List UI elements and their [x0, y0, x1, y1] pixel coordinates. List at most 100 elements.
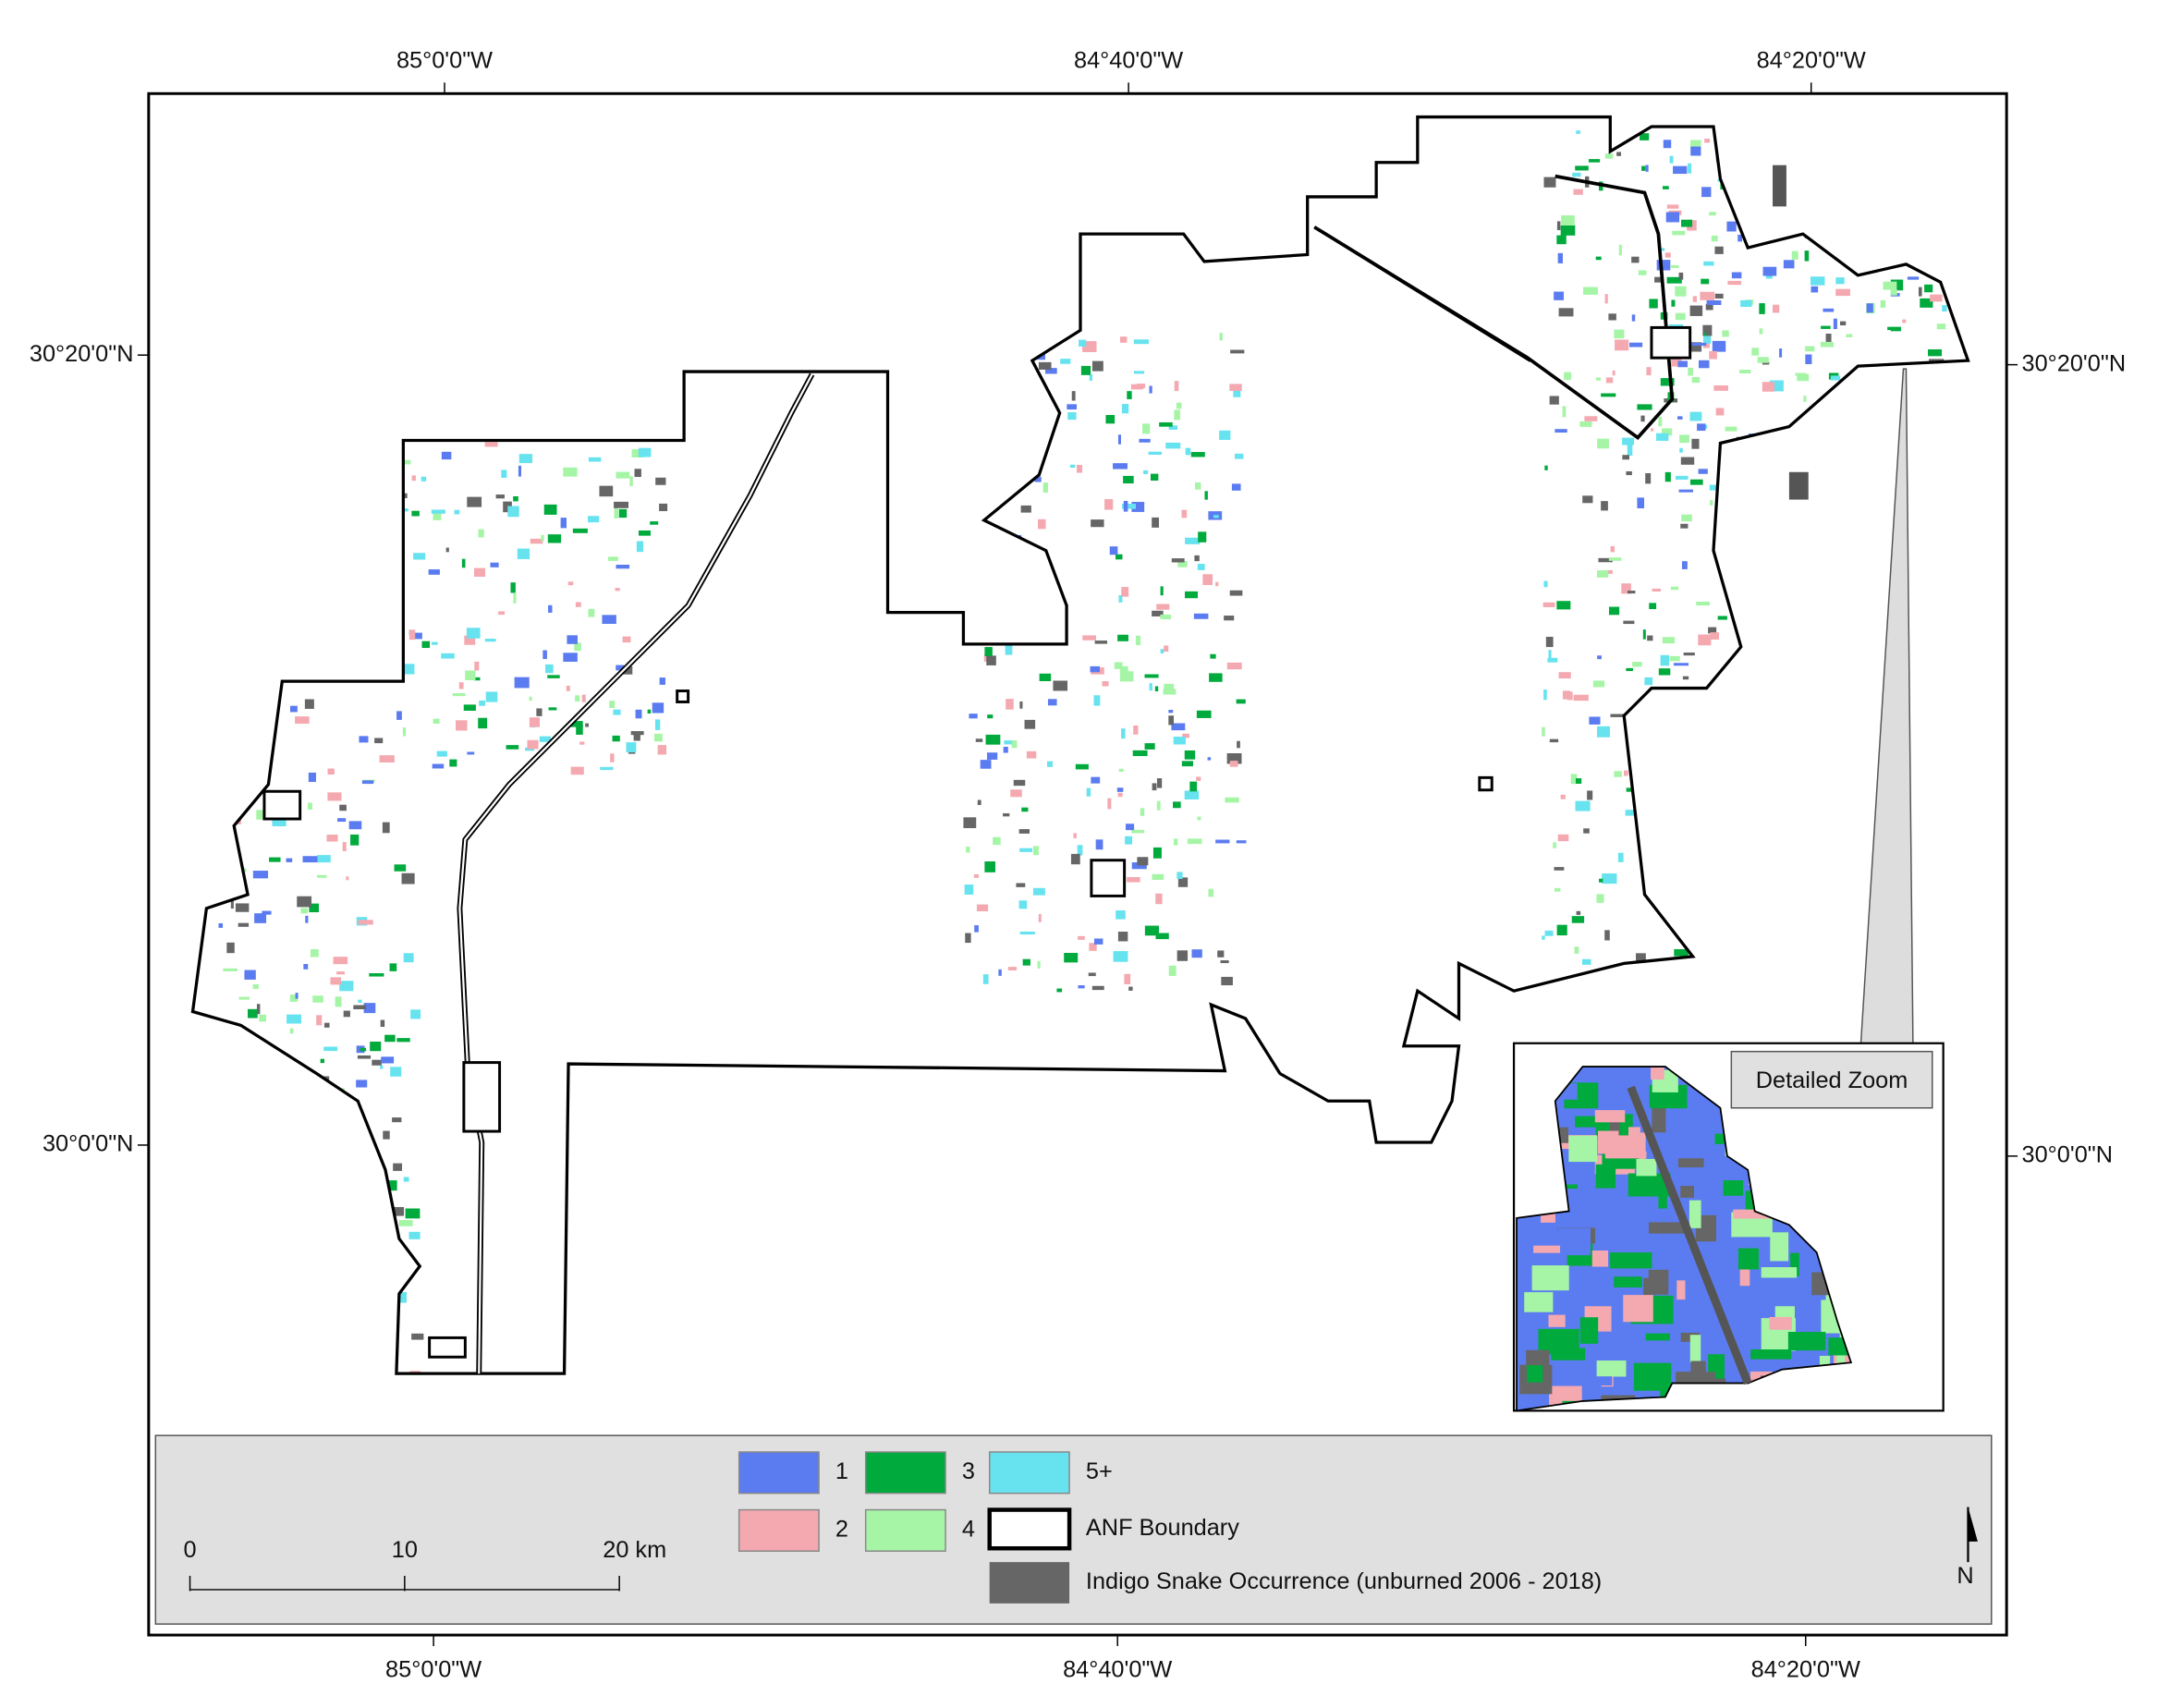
burn-patch — [1675, 286, 1687, 297]
burn-patch — [1839, 321, 1847, 326]
burn-patch — [297, 896, 312, 908]
inholding — [1650, 325, 1692, 360]
burn-patch — [380, 1065, 384, 1069]
burn-patch — [1233, 387, 1241, 397]
burn-patch — [1823, 308, 1835, 312]
burn-patch — [342, 842, 347, 851]
burn-patch — [360, 1047, 367, 1052]
burn-patch — [1706, 299, 1722, 305]
burn-patch — [986, 752, 998, 760]
burn-patch — [458, 682, 464, 689]
burn-patch — [1671, 299, 1676, 307]
burn-patch — [1156, 800, 1161, 811]
burn-patch — [1727, 280, 1742, 286]
burn-patch — [503, 501, 512, 513]
burn-patch — [1549, 738, 1559, 743]
burn-patch — [1019, 848, 1032, 852]
burn-patch — [484, 442, 498, 447]
burn-patch — [1731, 272, 1742, 279]
inset-patch — [1589, 1376, 1613, 1386]
burn-patch — [1599, 878, 1603, 883]
burn-patch — [1155, 933, 1169, 940]
burn-patch — [1115, 554, 1123, 560]
burn-patch — [1797, 373, 1810, 382]
burn-patch — [317, 855, 331, 863]
burn-patch — [337, 818, 347, 823]
burn-patch — [529, 717, 541, 727]
burn-patch — [478, 717, 488, 729]
burn-patch — [356, 1080, 368, 1088]
burn-patch — [1177, 950, 1189, 961]
burn-patch — [1833, 318, 1837, 330]
inset-patch — [1687, 1092, 1696, 1111]
burn-patch — [1168, 715, 1175, 726]
burn-patch — [1614, 771, 1622, 777]
inset-patch — [1610, 1252, 1652, 1269]
burn-patch — [1164, 645, 1169, 653]
burn-patch — [1677, 360, 1688, 368]
inholding — [462, 1061, 502, 1133]
burn-patch — [1738, 370, 1751, 374]
burn-patch — [238, 996, 250, 1000]
inset-patch — [1526, 1365, 1543, 1383]
burn-patch — [563, 467, 578, 477]
burn-patch — [1556, 601, 1571, 610]
burn-patch — [588, 457, 602, 462]
burn-patch — [1740, 299, 1752, 308]
burn-patch — [1182, 733, 1189, 738]
burn-patch — [1086, 787, 1091, 797]
burn-patch — [1149, 683, 1152, 691]
burn-patch — [1717, 616, 1727, 620]
burn-patch — [1575, 165, 1589, 171]
burn-patch — [513, 593, 517, 604]
burn-patch — [1883, 281, 1897, 290]
burn-patch — [1156, 778, 1163, 788]
burn-patch — [252, 983, 259, 989]
inset-patch — [1551, 1348, 1586, 1360]
burn-patch — [1187, 838, 1202, 845]
burn-patch — [536, 708, 543, 716]
burn-patch — [1127, 876, 1140, 883]
burn-patch — [1091, 519, 1104, 528]
burn-patch — [1193, 613, 1209, 619]
burn-patch — [1675, 475, 1689, 480]
burn-patch — [473, 677, 481, 681]
graticule: 85°0'0"W 84°40'0"W 84°20'0"W 85°0'0"W 84°40'… — [30, 48, 2126, 1683]
burn-patch — [1007, 967, 1018, 970]
burn-patch — [312, 995, 323, 1003]
burn-patch — [408, 1231, 421, 1239]
inset-patch — [1651, 1067, 1664, 1080]
burn-patch — [1579, 421, 1592, 427]
burn-patch — [1614, 329, 1625, 339]
burn-patch — [1612, 370, 1615, 376]
inholding — [676, 689, 690, 703]
burn-patch — [1622, 437, 1635, 445]
burn-patch — [1195, 482, 1201, 490]
burn-patch — [309, 903, 319, 913]
burn-patch — [1804, 250, 1810, 262]
burn-patch — [517, 548, 530, 559]
latitude-label: 30°20'0"N — [30, 341, 134, 367]
burn-patch — [1131, 829, 1145, 834]
burn-patch — [616, 665, 625, 671]
inset-patch — [1589, 1275, 1607, 1299]
burn-patch — [1077, 464, 1083, 473]
burn-patch — [380, 1019, 385, 1027]
burn-patch — [1673, 165, 1688, 175]
burn-patch — [987, 714, 994, 719]
burn-patch — [441, 451, 452, 460]
longitude-label: 84°40'0"W — [1063, 1656, 1172, 1682]
inset-patch — [1845, 1348, 1851, 1367]
burn-patch — [1701, 278, 1710, 285]
burn-patch — [1597, 570, 1609, 578]
inset-patch — [1769, 1316, 1792, 1330]
burn-patch — [1722, 330, 1729, 337]
burn-patch — [1589, 716, 1601, 725]
burn-patch — [1692, 296, 1697, 302]
inset-patch — [1689, 1200, 1701, 1228]
burn-patch — [1556, 235, 1567, 245]
burn-patch — [428, 569, 440, 575]
burn-patch — [1573, 189, 1583, 195]
burn-patch — [1185, 537, 1201, 544]
burn-patch — [1226, 662, 1242, 670]
